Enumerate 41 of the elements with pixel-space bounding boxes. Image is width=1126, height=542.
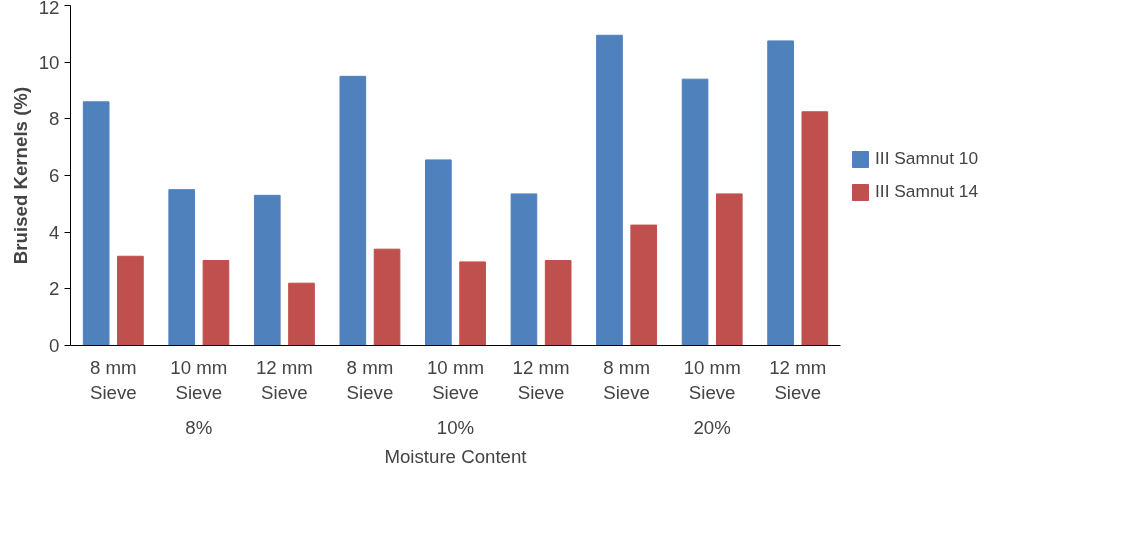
bar: [544, 260, 572, 346]
bar: [202, 260, 230, 346]
x-tick-label: 8 mm Sieve: [89, 356, 137, 403]
y-tick-label: 12: [38, 0, 60, 18]
legend-label: III Samnut 10: [875, 148, 979, 169]
text: 10%: [436, 416, 475, 438]
x-tick-label: 12 mm Sieve: [512, 356, 570, 403]
bar: [715, 193, 743, 346]
text: 20%: [693, 416, 731, 438]
bar: [117, 255, 144, 346]
x-axis-title: Moisture Content: [384, 445, 528, 467]
bar: [82, 101, 110, 346]
bar: [288, 282, 315, 346]
bar: [253, 194, 281, 346]
y-axis-title: Bruised Kernels (%): [9, 86, 31, 265]
x-tick-label: 10 mm Sieve: [170, 356, 228, 403]
bar: [339, 75, 367, 346]
y-tick-label: 4: [49, 221, 60, 243]
y-tick-label: 0: [49, 335, 60, 356]
y-tick-label: 6: [49, 165, 60, 186]
y-tick-label: 2: [49, 278, 60, 300]
text: 8%: [185, 416, 213, 438]
y-tick-label: 8: [49, 108, 60, 130]
bar: [801, 111, 829, 346]
x-tick-label: 8 mm Sieve: [603, 356, 650, 403]
bar: [630, 224, 658, 346]
bar: [425, 159, 452, 346]
bar: [373, 248, 401, 346]
bar: [510, 193, 538, 346]
x-tick-label: 10 mm Sieve: [426, 356, 485, 403]
x-tick-label: 10 mm Sieve: [683, 356, 741, 403]
legend-label: III Samnut 14: [875, 181, 979, 202]
x-tick-label: 8 mm Sieve: [346, 356, 394, 403]
bar: [681, 78, 709, 346]
x-tick-label: 12 mm Sieve: [769, 356, 827, 403]
y-tick-label: 10: [38, 51, 60, 73]
x-tick-label: 12 mm Sieve: [255, 356, 313, 403]
bar: [168, 189, 196, 346]
bar: [596, 34, 623, 346]
bar: [459, 261, 486, 346]
bar: [767, 40, 794, 346]
